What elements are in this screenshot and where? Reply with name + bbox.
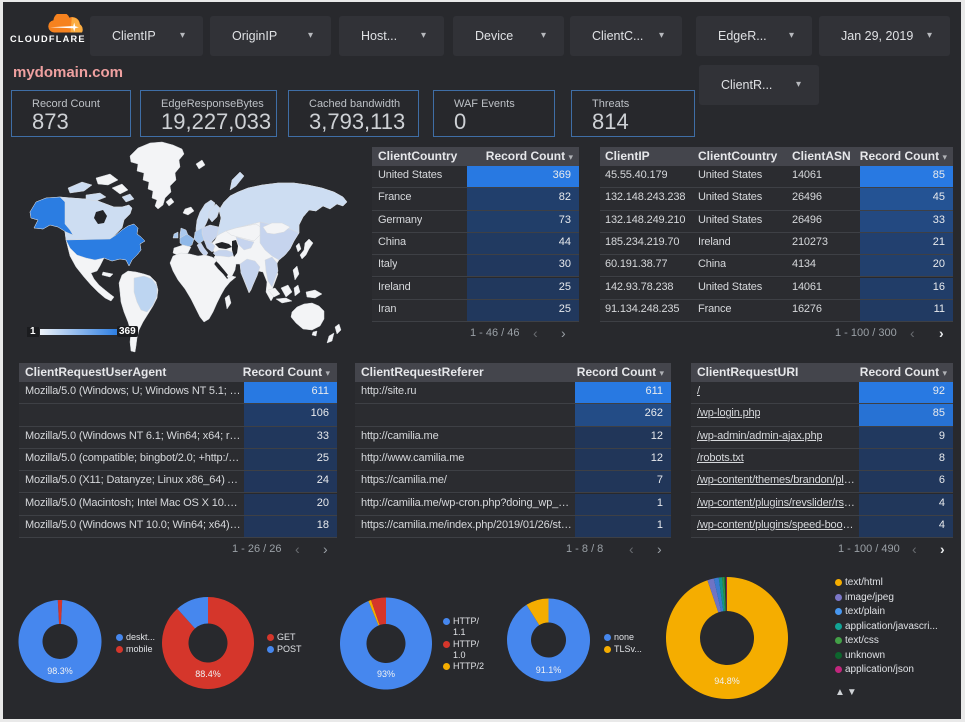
svg-text:CLOUDFLARE: CLOUDFLARE	[10, 34, 86, 44]
